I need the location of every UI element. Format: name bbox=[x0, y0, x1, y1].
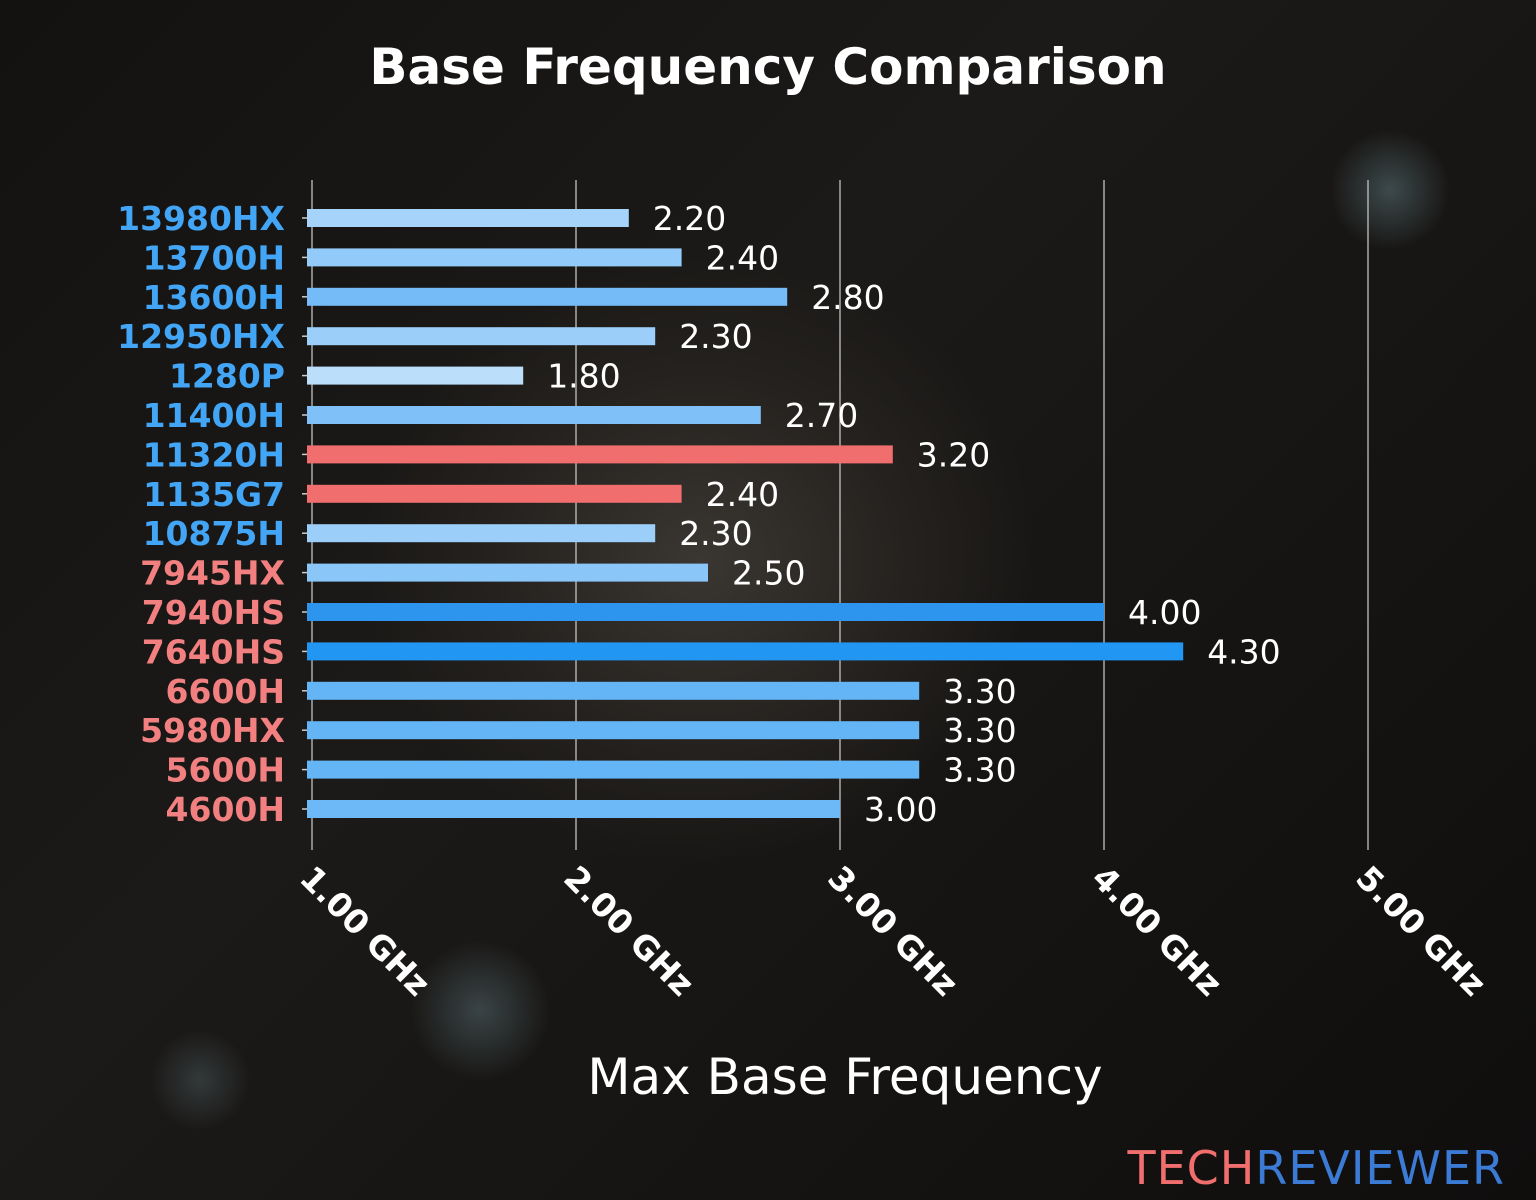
value-label: 2.30 bbox=[679, 514, 752, 553]
value-label: 3.30 bbox=[943, 672, 1016, 711]
bar bbox=[307, 603, 1104, 621]
value-label: 2.20 bbox=[653, 199, 726, 238]
bar bbox=[307, 445, 893, 464]
category-label: 13600H bbox=[143, 278, 285, 317]
value-label: 3.00 bbox=[864, 790, 937, 829]
category-label: 13980HX bbox=[117, 199, 285, 238]
category-label: 4600H bbox=[166, 790, 285, 829]
bar bbox=[307, 681, 920, 700]
value-label: 2.40 bbox=[706, 475, 779, 514]
category-label: 7945HX bbox=[140, 554, 285, 593]
category-label: 1280P bbox=[169, 357, 285, 396]
value-label: 2.70 bbox=[785, 396, 858, 435]
bar bbox=[307, 524, 656, 543]
chart-title: Base Frequency Comparison bbox=[369, 38, 1166, 96]
category-label: 6600H bbox=[166, 672, 285, 711]
bar bbox=[307, 800, 840, 818]
category-label: 13700H bbox=[143, 238, 285, 277]
x-tick-label: 2.00 GHz bbox=[556, 858, 702, 1004]
x-tick-label: 4.00 GHz bbox=[1084, 858, 1230, 1004]
bar bbox=[307, 209, 629, 227]
category-label: 7640HS bbox=[142, 632, 285, 671]
bar bbox=[307, 563, 708, 582]
category-label: 11400H bbox=[143, 396, 285, 435]
bar bbox=[307, 721, 920, 740]
x-tick-label: 3.00 GHz bbox=[820, 858, 966, 1004]
bar bbox=[307, 484, 682, 503]
bar bbox=[307, 760, 920, 779]
bar bbox=[307, 248, 682, 267]
bar bbox=[307, 366, 524, 385]
logo-part-tech: TECH bbox=[1126, 1141, 1255, 1195]
category-label: 5980HX bbox=[140, 711, 285, 750]
techreviewer-logo: TECHREVIEWER bbox=[1126, 1141, 1505, 1195]
value-label: 4.00 bbox=[1128, 593, 1201, 632]
value-label: 3.30 bbox=[943, 751, 1016, 790]
category-label: 10875H bbox=[143, 514, 285, 553]
value-label: 3.20 bbox=[917, 435, 990, 474]
logo-part-reviewer: REVIEWER bbox=[1255, 1141, 1505, 1195]
x-tick-label: 1.00 GHz bbox=[292, 858, 438, 1004]
value-label: 2.40 bbox=[706, 238, 779, 277]
bar bbox=[307, 406, 761, 424]
value-label: 2.80 bbox=[811, 278, 884, 317]
category-label: 5600H bbox=[166, 751, 285, 790]
bar bbox=[307, 642, 1184, 661]
x-axis-label: Max Base Frequency bbox=[587, 1048, 1102, 1106]
category-label: 11320H bbox=[143, 435, 285, 474]
bar bbox=[307, 327, 656, 346]
value-label: 4.30 bbox=[1207, 632, 1280, 671]
value-label: 1.80 bbox=[547, 357, 620, 396]
bar bbox=[307, 287, 788, 306]
value-label: 3.30 bbox=[943, 711, 1016, 750]
value-label: 2.30 bbox=[679, 317, 752, 356]
category-label: 12950HX bbox=[117, 317, 285, 356]
x-tick-label: 5.00 GHz bbox=[1348, 858, 1494, 1004]
category-label: 7940HS bbox=[142, 593, 285, 632]
value-label: 2.50 bbox=[732, 554, 805, 593]
category-label: 1135G7 bbox=[143, 475, 285, 514]
